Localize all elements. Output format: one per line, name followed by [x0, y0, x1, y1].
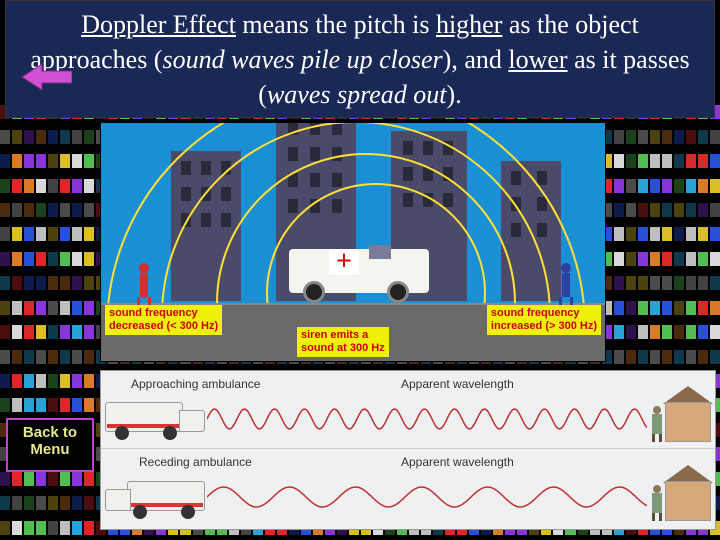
ambulance-small	[105, 473, 205, 519]
title-panel: Doppler Effect means the pitch is higher…	[5, 0, 715, 118]
label-apparent: Apparent wavelength	[401, 455, 514, 469]
title-paren1: sound waves pile up closer	[162, 45, 442, 74]
label-receding: Receding ambulance	[139, 455, 252, 469]
ambulance-small	[105, 394, 205, 440]
wavelength-diagram: Approaching ambulance Apparent wavelengt…	[100, 370, 716, 530]
title-term: Doppler Effect	[81, 10, 236, 39]
title-text: means the pitch is	[236, 10, 436, 39]
house	[665, 465, 711, 521]
back-arrow-icon[interactable]	[22, 62, 72, 92]
title-text: ), and	[443, 45, 509, 74]
label-approaching: Approaching ambulance	[131, 377, 260, 391]
back-button-label-1: Back to	[8, 424, 92, 441]
title-paren2: waves spread out	[267, 80, 447, 109]
city-doppler-diagram: + sound frequencydecreased (< 300 Hz) si…	[100, 122, 606, 362]
approaching-row: Approaching ambulance Apparent wavelengt…	[101, 371, 715, 449]
label-freq-increased: sound frequencyincreased (> 300 Hz)	[487, 305, 601, 335]
observer-right	[557, 263, 575, 309]
receding-row: Receding ambulance Apparent wavelength	[101, 449, 715, 527]
cross-icon: +	[336, 248, 352, 276]
compressed-wave	[207, 401, 647, 437]
title-higher: higher	[436, 10, 502, 39]
title-lower: lower	[508, 45, 567, 74]
label-freq-decreased: sound frequencydecreased (< 300 Hz)	[105, 305, 222, 335]
back-to-menu-button[interactable]: Back to Menu	[6, 418, 94, 472]
observer	[651, 406, 663, 442]
label-siren: siren emits asound at 300 Hz	[297, 327, 389, 357]
label-apparent: Apparent wavelength	[401, 377, 514, 391]
title-text: ).	[447, 80, 462, 109]
back-button-label-2: Menu	[8, 441, 92, 458]
ambulance: +	[289, 241, 429, 303]
observer	[651, 485, 663, 521]
spread-wave	[207, 479, 647, 515]
house	[665, 386, 711, 442]
observer-left	[135, 263, 153, 309]
